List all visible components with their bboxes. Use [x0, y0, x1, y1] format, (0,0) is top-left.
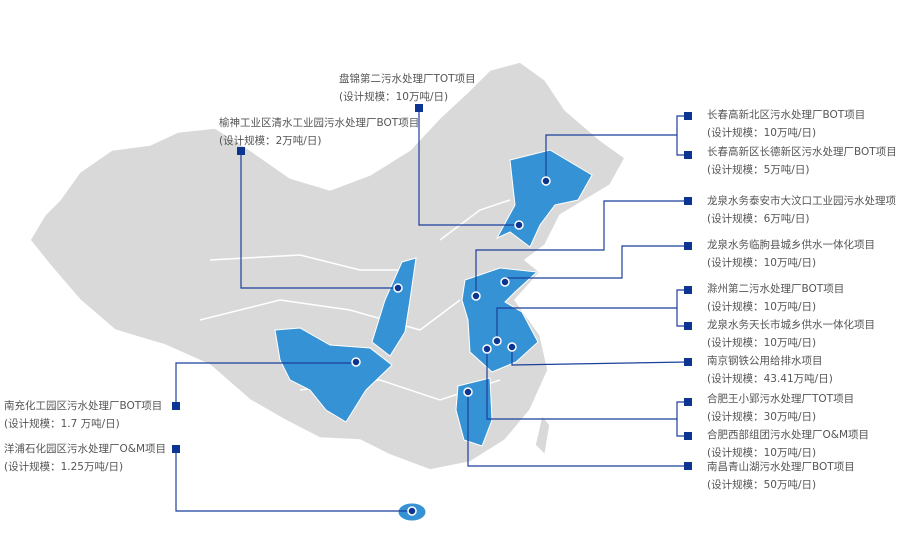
project-label: 洋浦石化园区污水处理厂O&M项目 (设计规模：1.25万吨/日) — [4, 440, 166, 476]
markers — [172, 104, 692, 470]
taiwan — [534, 413, 551, 457]
project-scale: (设计规模：1.25万吨/日) — [4, 461, 124, 473]
project-scale: (设计规模：10万吨/日) — [707, 447, 817, 459]
province-east — [461, 267, 539, 373]
project-scale: (设计规模：1.7 万吨/日) — [4, 418, 120, 430]
project-label: 龙泉水务天长市城乡供水一体化项目 (设计规模：10万吨/日) — [707, 316, 875, 352]
project-name: 盘锦第二污水处理厂TOT项目 — [339, 73, 476, 85]
project-name: 南充化工园区污水处理厂BOT项目 — [4, 400, 163, 412]
project-scale: (设计规模：2万吨/日) — [219, 135, 322, 147]
project-scale: (设计规模：10万吨/日) — [707, 257, 817, 269]
project-name: 洋浦石化园区污水处理厂O&M项目 — [4, 443, 167, 455]
project-name: 南昌青山湖污水处理厂BOT项目 — [707, 461, 855, 473]
province-sichuan — [274, 327, 393, 423]
project-scale: (设计规模：10万吨/日) — [339, 91, 449, 103]
project-label: 长春高新区长德新区污水处理厂BOT项目 (设计规模：5万吨/日) — [707, 143, 897, 179]
china-mainland — [29, 61, 626, 471]
project-name: 滁州第二污水处理厂BOT项目 — [707, 283, 845, 295]
project-name: 南京钢铁公用给排水项目 — [707, 355, 823, 367]
project-label: 南昌青山湖污水处理厂BOT项目 (设计规模：50万吨/日) — [707, 458, 855, 494]
province-shaanxi — [371, 257, 417, 357]
project-label: 长春高新北区污水处理厂BOT项目 (设计规模：10万吨/日) — [707, 106, 865, 142]
project-name: 龙泉水务天长市城乡供水一体化项目 — [707, 319, 875, 331]
land — [29, 61, 626, 471]
project-name: 长春高新北区污水处理厂BOT项目 — [707, 109, 866, 121]
project-scale: (设计规模：43.41万吨/日) — [707, 373, 833, 385]
project-scale: (设计规模：30万吨/日) — [707, 411, 817, 423]
project-name: 龙泉水务泰安市大汶口工业园污水处理项 — [707, 195, 896, 207]
project-label: 龙泉水务泰安市大汶口工业园污水处理项 (设计规模：6万吨/日) — [707, 192, 896, 228]
project-dots — [351, 176, 551, 516]
project-name: 龙泉水务临朐县城乡供水一体化项目 — [707, 239, 875, 251]
leader-lines — [175, 108, 689, 512]
project-label: 滁州第二污水处理厂BOT项目 (设计规模：10万吨/日) — [707, 280, 844, 316]
project-name: 榆神工业区清水工业园污水处理厂BOT项目 — [219, 117, 420, 129]
project-label: 盘锦第二污水处理厂TOT项目 (设计规模：10万吨/日) — [339, 70, 476, 106]
project-label: 合肥西部组团污水处理厂O&M项目 (设计规模：10万吨/日) — [707, 426, 869, 462]
project-name: 合肥王小郢污水处理厂TOT项目 — [707, 393, 855, 405]
project-name: 合肥西部组团污水处理厂O&M项目 — [707, 429, 870, 441]
project-scale: (设计规模：10万吨/日) — [707, 301, 817, 313]
project-scale: (设计规模：5万吨/日) — [707, 164, 810, 176]
project-name: 长春高新区长德新区污水处理厂BOT项目 — [707, 146, 897, 158]
project-scale: (设计规模：50万吨/日) — [707, 479, 817, 491]
project-scale: (设计规模：10万吨/日) — [707, 337, 817, 349]
project-scale: (设计规模：10万吨/日) — [707, 127, 817, 139]
project-label: 南充化工园区污水处理厂BOT项目 (设计规模：1.7 万吨/日) — [4, 397, 162, 433]
project-label: 龙泉水务临朐县城乡供水一体化项目 (设计规模：10万吨/日) — [707, 236, 875, 272]
project-scale: (设计规模：6万吨/日) — [707, 213, 810, 225]
project-label: 南京钢铁公用给排水项目 (设计规模：43.41万吨/日) — [707, 352, 833, 388]
project-label: 合肥王小郢污水处理厂TOT项目 (设计规模：30万吨/日) — [707, 390, 854, 426]
project-label: 榆神工业区清水工业园污水处理厂BOT项目 (设计规模：2万吨/日) — [219, 114, 419, 150]
